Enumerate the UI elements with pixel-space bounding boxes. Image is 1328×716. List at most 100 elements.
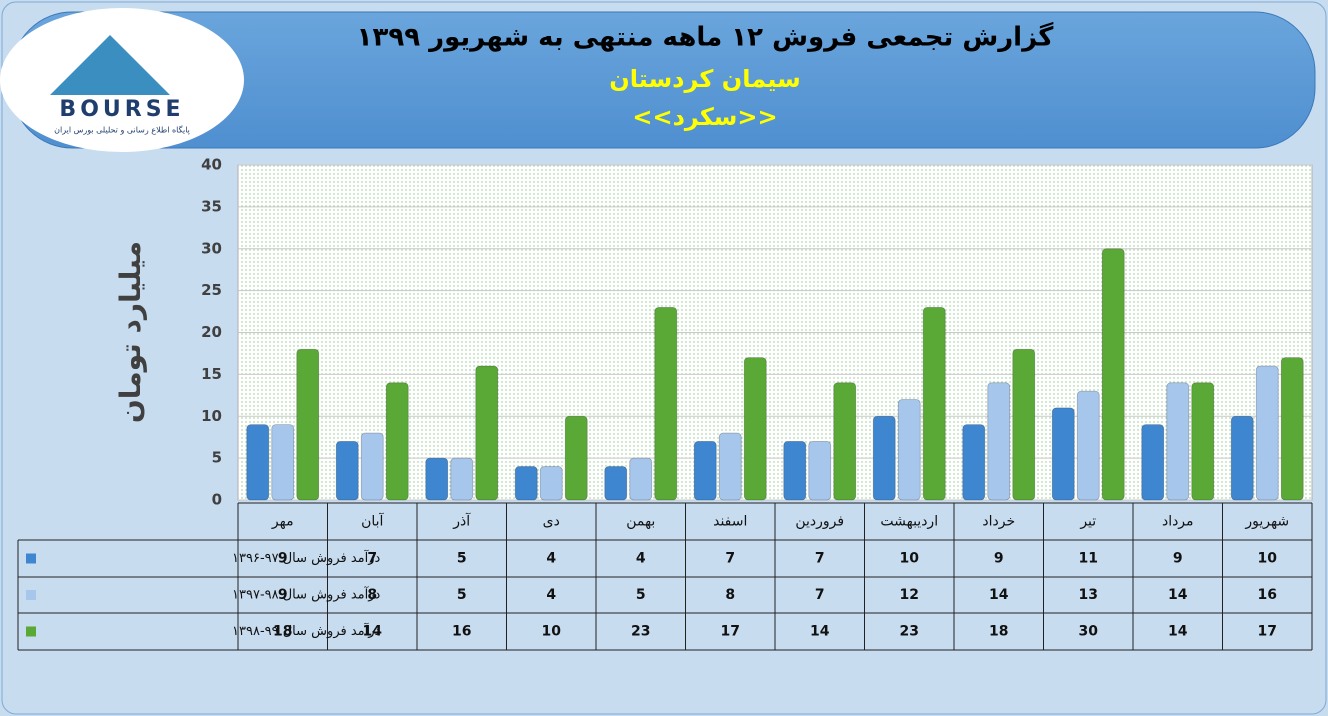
bar bbox=[604, 466, 628, 501]
bar bbox=[1230, 415, 1254, 501]
bar bbox=[808, 440, 832, 501]
table-cell: 14 bbox=[1168, 587, 1188, 603]
bar bbox=[693, 440, 717, 501]
y-tick-label: 40 bbox=[201, 156, 222, 174]
chart-subtitle: سیمان کردستان bbox=[609, 65, 800, 93]
bar bbox=[987, 382, 1011, 501]
x-tick-label: فروردین bbox=[795, 514, 844, 530]
x-tick-label: مرداد bbox=[1162, 514, 1194, 530]
x-tick-label: اردیبهشت bbox=[880, 514, 938, 530]
table-cell: 5 bbox=[636, 587, 646, 603]
x-tick-label: بهمن bbox=[626, 514, 655, 530]
logo-tagline: پایگاه اطلاع رسانی و تحلیلی بورس ایران bbox=[54, 125, 190, 135]
x-tick-label: دی bbox=[543, 514, 560, 530]
table-cell: 9 bbox=[278, 551, 288, 567]
table-cell: 8 bbox=[725, 587, 735, 603]
logo-icon bbox=[50, 35, 170, 95]
bar bbox=[1255, 365, 1279, 501]
table-cell: 4 bbox=[546, 587, 556, 603]
table-cell: 13 bbox=[1079, 587, 1098, 603]
table-cell: 10 bbox=[1258, 551, 1278, 567]
table-cell: 4 bbox=[546, 551, 556, 567]
bar bbox=[629, 457, 653, 501]
y-tick-label: 35 bbox=[201, 197, 222, 215]
legend-label: درآمد فروش سال ۹۸-۱۳۹۷ bbox=[232, 586, 381, 603]
table-cell: 23 bbox=[900, 624, 919, 640]
y-axis-label: میلیارد تومان bbox=[114, 241, 147, 423]
table-cell: 9 bbox=[1173, 551, 1183, 567]
y-tick-label: 20 bbox=[201, 323, 222, 341]
table-cell: 14 bbox=[989, 587, 1009, 603]
bar bbox=[743, 357, 767, 501]
x-tick-label: خرداد bbox=[982, 514, 1015, 530]
bar bbox=[718, 432, 742, 501]
x-tick-label: آبان bbox=[361, 513, 384, 530]
table-cell: 23 bbox=[631, 624, 650, 640]
bar bbox=[539, 466, 563, 501]
table-cell: 5 bbox=[457, 587, 467, 603]
bar bbox=[475, 365, 499, 501]
bar bbox=[872, 415, 896, 501]
bar bbox=[246, 424, 270, 501]
table-cell: 10 bbox=[542, 624, 562, 640]
legend-label: درآمد فروش سال ۹۷-۱۳۹۶ bbox=[232, 549, 381, 566]
bar bbox=[1166, 382, 1190, 501]
table-cell: 18 bbox=[273, 624, 292, 640]
bar bbox=[1101, 248, 1125, 501]
logo-brand: BOURSE bbox=[59, 97, 184, 122]
bar bbox=[1141, 424, 1165, 501]
table-cell: 9 bbox=[278, 587, 288, 603]
table-cell: 14 bbox=[810, 624, 830, 640]
legend-swatch bbox=[26, 590, 36, 600]
table-cell: 30 bbox=[1079, 624, 1099, 640]
table-cell: 11 bbox=[1079, 551, 1098, 567]
bar bbox=[1051, 407, 1075, 501]
bar bbox=[962, 424, 986, 501]
chart-subtitle-2: <<سکرد>> bbox=[632, 103, 777, 131]
bar bbox=[296, 348, 320, 501]
y-tick-label: 15 bbox=[201, 365, 222, 383]
bar bbox=[1012, 348, 1036, 501]
bar bbox=[514, 466, 538, 501]
bar bbox=[385, 382, 409, 501]
table-cell: 18 bbox=[989, 624, 1008, 640]
bar bbox=[1191, 382, 1215, 501]
legend-label: درآمد فروش سال ۹۹-۱۳۹۸ bbox=[232, 622, 381, 639]
table-cell: 4 bbox=[636, 551, 646, 567]
table-cell: 8 bbox=[367, 587, 377, 603]
y-tick-label: 5 bbox=[212, 449, 222, 467]
table-cell: 16 bbox=[452, 624, 471, 640]
bar bbox=[335, 440, 359, 501]
table-cell: 7 bbox=[815, 587, 825, 603]
bar bbox=[271, 424, 295, 501]
y-tick-label: 10 bbox=[201, 407, 222, 425]
y-tick-label: 25 bbox=[201, 281, 222, 299]
table-cell: 17 bbox=[1258, 624, 1277, 640]
bar bbox=[564, 415, 588, 501]
bar bbox=[1076, 390, 1100, 501]
table-cell: 7 bbox=[367, 551, 377, 567]
bar bbox=[654, 306, 678, 501]
table-cell: 14 bbox=[1168, 624, 1188, 640]
table-cell: 7 bbox=[725, 551, 735, 567]
table-cell: 5 bbox=[457, 551, 467, 567]
y-tick-label: 0 bbox=[212, 491, 222, 509]
legend-swatch bbox=[26, 553, 36, 564]
bar bbox=[922, 306, 946, 501]
x-tick-label: تیر bbox=[1079, 514, 1096, 530]
bar bbox=[450, 457, 474, 501]
bar bbox=[1280, 357, 1304, 501]
legend-swatch bbox=[26, 626, 36, 637]
bar bbox=[897, 399, 921, 501]
table-cell: 12 bbox=[900, 587, 919, 603]
table-cell: 10 bbox=[900, 551, 920, 567]
x-tick-label: شهریور bbox=[1244, 514, 1289, 530]
bar bbox=[360, 432, 384, 501]
chart-title: گزارش تجمعی فروش ۱۲ ماهه منتهی به شهریور… bbox=[357, 22, 1055, 53]
bar bbox=[783, 440, 807, 501]
x-tick-label: اسفند bbox=[713, 514, 747, 530]
y-tick-label: 30 bbox=[201, 239, 222, 257]
table-cell: 9 bbox=[994, 551, 1004, 567]
bar bbox=[833, 382, 857, 501]
